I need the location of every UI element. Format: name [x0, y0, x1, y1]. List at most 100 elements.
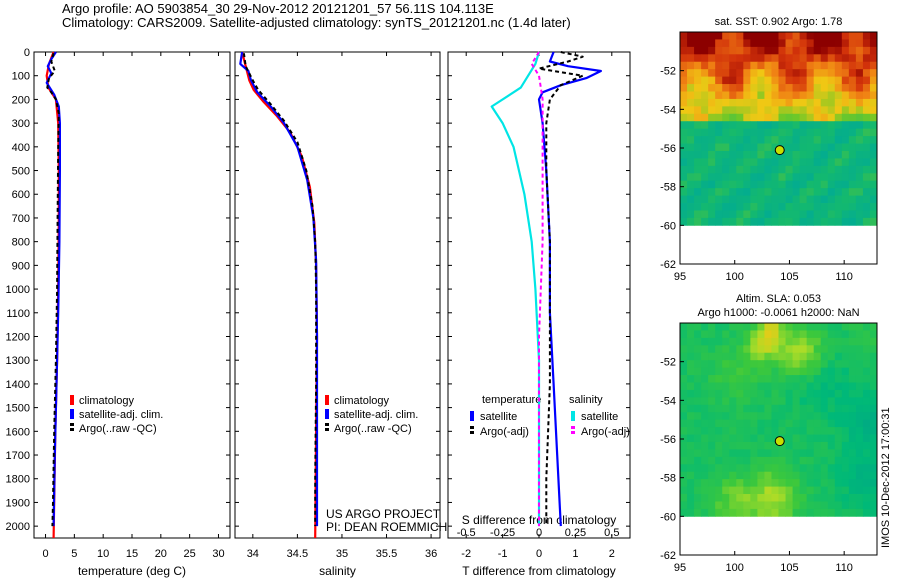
map-cell-sst_map [722, 203, 730, 211]
map-cell-sla_map [708, 456, 716, 465]
xtick-label-salinity-diff: 0 [536, 527, 542, 539]
map-cell-sst_map [736, 158, 744, 167]
map-cell-sst_map [862, 46, 871, 55]
map-cell-sst_map [820, 54, 829, 63]
map-cell-sst_map [771, 91, 779, 100]
map-cell-sla_map [722, 345, 730, 354]
map-cell-sla_map [771, 471, 779, 480]
xlabel-difference: T difference from climatology [462, 564, 616, 578]
map-cell-sla_map [855, 323, 864, 331]
map-cell-sla_map [729, 449, 737, 458]
map-cell-sla_map [792, 434, 801, 443]
map-cell-sst_map [722, 188, 730, 196]
map-cell-sla_map [729, 330, 737, 339]
map-cell-sst_map [806, 203, 815, 211]
map-cell-sla_map [820, 412, 829, 421]
map-cell-sla_map [834, 449, 843, 458]
map-cell-sst_map [778, 106, 786, 115]
map-cell-sla_map [841, 330, 850, 339]
map-cell-sst_map [708, 84, 716, 92]
map-cell-sla_map [841, 419, 850, 428]
map-cell-sst_map [708, 173, 716, 182]
map-cell-sla_map [834, 352, 843, 361]
map-cell-sla_map [785, 352, 793, 361]
map-cell-sla_map [729, 404, 737, 413]
map-cell-sst_map [715, 195, 723, 204]
map-cell-sla_map [862, 404, 871, 413]
map-cell-sst_map [736, 91, 744, 100]
map-cell-sst_map [687, 195, 695, 204]
depth-tick-label: 1800 [6, 474, 30, 486]
map-cell-sst_map [785, 188, 793, 196]
map-cell-sla_map [687, 404, 695, 413]
map-cell-sla_map [806, 337, 815, 346]
map-cell-sst_map [701, 32, 709, 40]
map-cell-sla_map [841, 427, 850, 435]
map-cell-sst_map [834, 195, 843, 204]
map-cell-sst_map [701, 217, 709, 226]
map-cell-sst_map [764, 32, 772, 40]
map-cell-sla_map [715, 397, 723, 406]
map-cell-sla_map [841, 456, 850, 465]
map-cell-sst_map [862, 173, 871, 182]
map-cell-sla_map [820, 330, 829, 339]
map-cell-sla_map [771, 501, 779, 510]
map-cell-sst_map [799, 113, 808, 122]
map-cell-sst_map [771, 69, 779, 78]
map-cell-sla_map [743, 441, 751, 450]
map-cell-sla_map [869, 367, 878, 376]
map-cell-sst_map [862, 165, 871, 174]
map-cell-sla_map [869, 360, 878, 369]
map-cell-sla_map [687, 456, 695, 465]
map-cell-sla_map [701, 479, 709, 487]
map-cell-sst_map [694, 46, 702, 55]
map-cell-sla_map [771, 389, 779, 398]
map-cell-sst_map [841, 61, 850, 70]
pi-annotation: PI: DEAN ROEMMICH [326, 520, 447, 534]
map-cell-sst_map [778, 195, 786, 204]
map-cell-sst_map [869, 188, 878, 196]
map-cell-sla_map [827, 330, 836, 339]
map-cell-sst_map [799, 136, 808, 144]
figure-title-line1: Argo profile: AO 5903854_30 29-Nov-2012 … [62, 1, 494, 16]
map-cell-sst_map [785, 46, 793, 55]
map-cell-sla_map [722, 375, 730, 383]
map-cell-sst_map [792, 210, 801, 219]
map-cell-sla_map [757, 323, 765, 331]
map-cell-sst_map [848, 54, 857, 63]
map-cell-sla_map [722, 434, 730, 443]
map-cell-sla_map [806, 501, 815, 510]
map-cell-sst_map [743, 46, 751, 55]
map-cell-sst_map [848, 61, 857, 70]
depth-tick-label: 800 [12, 237, 30, 249]
map-cell-sla_map [694, 441, 702, 450]
map-cell-sst_map [778, 91, 786, 100]
map-cell-sla_map [694, 479, 702, 487]
map-cell-sla_map [862, 345, 871, 354]
map-cell-sla_map [862, 352, 871, 361]
map-cell-sla_map [722, 441, 730, 450]
map-cell-sst_map [862, 188, 871, 196]
map-cell-sst_map [771, 150, 779, 159]
map-cell-sst_map [715, 203, 723, 211]
map-cell-sst_map [869, 69, 878, 78]
map-cell-sla_map [771, 441, 779, 450]
map-cell-sst_map [785, 61, 793, 70]
map-cell-sst_map [806, 143, 815, 152]
map-cell-sst_map [799, 76, 808, 85]
map-cell-sst_map [729, 91, 737, 100]
map-cell-sst_map [813, 32, 822, 40]
legend-label: satellite-adj. clim. [79, 409, 163, 421]
map-cell-sla_map [701, 352, 709, 361]
map-cell-sst_map [736, 39, 744, 48]
map-cell-sst_map [743, 121, 751, 130]
map-cell-sst_map [785, 217, 793, 226]
map-cell-sst_map [680, 46, 688, 55]
map-cell-sla_map [764, 360, 772, 369]
map-cell-sst_map [799, 84, 808, 92]
map-cell-sst_map [757, 98, 765, 107]
map-xtick-label-sla_map: 110 [835, 562, 853, 574]
map-cell-sst_map [687, 46, 695, 55]
map-cell-sst_map [785, 32, 793, 40]
